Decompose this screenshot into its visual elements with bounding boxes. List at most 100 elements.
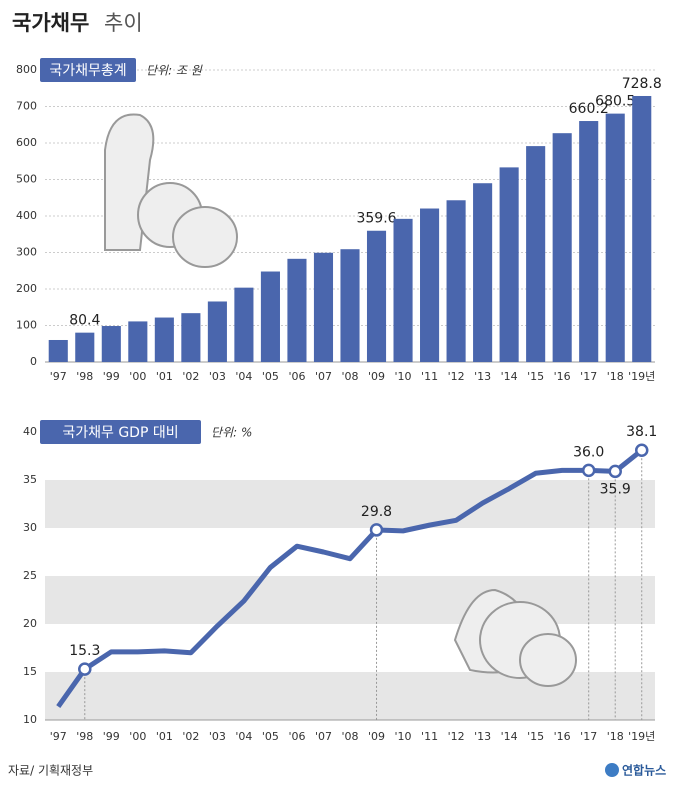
- value-label: 680.5: [595, 94, 635, 110]
- bar: [181, 313, 201, 362]
- bar: [579, 121, 599, 362]
- value-label: 728.8: [622, 76, 662, 92]
- y-tick-label: 10: [23, 713, 37, 726]
- x-tick-label: '12: [448, 370, 465, 383]
- x-tick-label: '11: [421, 370, 438, 383]
- x-tick-label: '13: [474, 730, 491, 743]
- x-tick-label: '00: [129, 730, 146, 743]
- bar: [366, 230, 387, 362]
- x-tick-label: '99: [103, 370, 120, 383]
- x-tick-label: '05: [262, 370, 279, 383]
- bar: [446, 200, 466, 362]
- y-tick-label: 500: [16, 173, 37, 186]
- chart-heading-box: [40, 420, 201, 444]
- page-title: 국가채무: [12, 11, 89, 35]
- y-tick-label: 40: [23, 425, 37, 438]
- unit-label: 단위: 조 원: [146, 64, 203, 78]
- value-label: 80.4: [69, 313, 100, 329]
- x-tick-label: '19년: [628, 730, 655, 743]
- x-tick-label: '00: [129, 370, 146, 383]
- x-tick-label: '04: [235, 370, 252, 383]
- logo-mark: [605, 763, 619, 777]
- grid-band: [45, 576, 655, 624]
- y-tick-label: 0: [30, 355, 37, 368]
- bar: [128, 321, 148, 362]
- x-tick-label: '09: [368, 370, 385, 383]
- y-tick-label: 200: [16, 282, 37, 295]
- x-tick-label: '97: [50, 730, 67, 743]
- y-tick-label: 35: [23, 473, 37, 486]
- x-tick-label: '04: [235, 730, 252, 743]
- x-tick-label: '01: [156, 730, 173, 743]
- value-label: 36.0: [573, 444, 604, 460]
- x-tick-label: '03: [209, 370, 226, 383]
- y-tick-label: 400: [16, 209, 37, 222]
- y-tick-label: 25: [23, 569, 37, 582]
- x-tick-label: '11: [421, 730, 438, 743]
- bar: [260, 271, 280, 362]
- grid-band: [45, 480, 655, 528]
- bag-icon: [104, 113, 577, 687]
- x-tick-label: '12: [448, 730, 465, 743]
- bar: [420, 208, 440, 362]
- x-tick-label: '14: [501, 370, 518, 383]
- line: [56, 448, 644, 709]
- y-tick-label: 20: [23, 617, 37, 630]
- x-tick-label: '99: [103, 730, 120, 743]
- value-label: 29.8: [361, 504, 392, 520]
- x-tick-label: '14: [501, 730, 518, 743]
- bar: [393, 218, 413, 362]
- bar: [207, 301, 227, 362]
- value-label: 660.2: [569, 101, 609, 117]
- bar: [632, 95, 652, 362]
- value-label: 15.3: [69, 643, 100, 659]
- x-tick-label: '08: [341, 730, 358, 743]
- bar: [75, 332, 95, 362]
- marker: [581, 463, 596, 478]
- x-tick-label: '16: [554, 370, 571, 383]
- y-tick-label: 100: [16, 319, 37, 332]
- bar: [499, 167, 519, 362]
- x-tick-label: '07: [315, 370, 332, 383]
- bar: [473, 183, 493, 362]
- marker: [608, 464, 622, 479]
- chart-heading: 국가채무총계: [49, 63, 126, 79]
- bar: [154, 317, 174, 362]
- value-label: 35.9: [600, 481, 631, 497]
- y-tick-label: 800: [16, 63, 37, 76]
- y-tick-label: 600: [16, 136, 37, 149]
- x-tick-label: '03: [209, 730, 226, 743]
- bar: [313, 252, 334, 362]
- x-tick-label: '98: [76, 370, 93, 383]
- bar: [526, 146, 546, 362]
- x-tick-label: '18: [607, 730, 624, 743]
- marker: [634, 443, 649, 457]
- y-tick-label: 700: [16, 100, 37, 113]
- bar: [287, 258, 307, 362]
- y-tick-label: 15: [23, 665, 37, 678]
- page-title-suffix: 추이: [104, 11, 143, 35]
- y-tick-label: 30: [23, 521, 37, 534]
- x-tick-label: '02: [182, 370, 199, 383]
- x-tick-label: '09: [368, 730, 385, 743]
- x-tick-label: '98: [76, 730, 93, 743]
- bar: [48, 339, 68, 362]
- x-tick-label: '05: [262, 730, 279, 743]
- chart-heading: 국가채무 GDP 대비: [62, 425, 178, 441]
- x-tick-label: '18: [607, 370, 624, 383]
- x-tick-label: '06: [288, 370, 305, 383]
- x-tick-label: '17: [580, 730, 597, 743]
- bar: [340, 249, 360, 362]
- marker: [369, 523, 384, 537]
- bar: [101, 326, 121, 362]
- bar: [552, 133, 572, 362]
- x-tick-label: '16: [554, 730, 571, 743]
- x-tick-label: '17: [580, 370, 597, 383]
- x-tick-label: '97: [50, 370, 67, 383]
- x-tick-label: '10: [395, 370, 412, 383]
- x-tick-label: '08: [341, 370, 358, 383]
- x-tick-label: '19년: [628, 370, 655, 383]
- x-tick-label: '01: [156, 370, 173, 383]
